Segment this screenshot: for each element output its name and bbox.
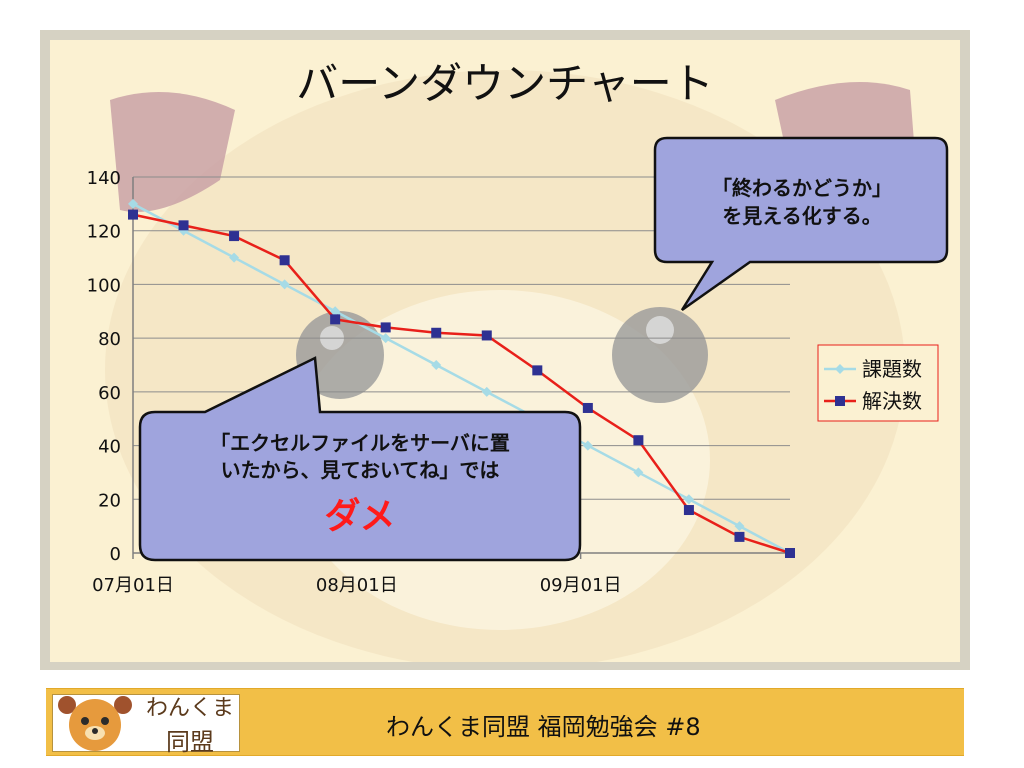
bear-left-ear (110, 92, 235, 212)
data-point-kadaisu (380, 333, 391, 344)
chart-legend (817, 344, 939, 422)
data-point-kaiketsusu (582, 402, 593, 413)
data-point-kaiketsusu (330, 314, 341, 325)
y-tick-label: 40 (98, 437, 121, 458)
data-point-kadaisu (229, 252, 240, 263)
callout-bottom-line-2: いたから、見ておいてね」では (221, 458, 500, 482)
callout-top-line-1: 「終わるかどうか」 (712, 176, 892, 200)
data-point-kaiketsusu (734, 531, 745, 542)
callout-top-bubble (653, 136, 949, 312)
x-tick-label: 08月01日 (316, 575, 398, 596)
data-point-kadaisu (582, 440, 593, 451)
data-point-kadaisu (431, 360, 442, 370)
slide-background: バーンダウンチャート 0 20 40 60 80 100 120 140 07月01日 08月01… (50, 40, 960, 662)
data-point-kaiketsusu (532, 365, 543, 376)
data-point-kaiketsusu (178, 220, 189, 231)
data-point-kaiketsusu (128, 209, 138, 220)
callout-bottom-line-1: 「エクセルファイルをサーバに置 (210, 431, 510, 455)
data-point-kaiketsusu (683, 505, 694, 516)
y-tick-label: 60 (98, 383, 121, 404)
data-point-kaiketsusu (380, 322, 391, 333)
y-tick-label: 80 (98, 329, 121, 350)
series-line-kadaisu (132, 202, 791, 555)
y-tick-label: 0 (110, 544, 121, 565)
logo-text-bottom: 同盟 (166, 728, 214, 756)
x-tick-label: 07月01日 (92, 575, 174, 596)
data-point-kaiketsusu (229, 231, 240, 242)
legend-marker-kadaisu (835, 364, 845, 374)
y-tick-label: 20 (98, 490, 121, 511)
data-point-kaiketsusu (431, 327, 442, 338)
data-point-kadaisu (481, 386, 492, 397)
data-point-kaiketsusu (279, 255, 290, 266)
series-line-kaiketsusu (132, 213, 791, 555)
footer-bar: わんくま 同盟 わんくま同盟 福岡勉強会 #8 (46, 688, 964, 756)
y-tick-label: 100 (87, 275, 121, 296)
footer-title: わんくま同盟 福岡勉強会 #8 (386, 713, 701, 741)
legend-label-kaiketsusu: 解決数 (862, 389, 922, 413)
data-point-kaiketsusu (633, 435, 644, 446)
callout-bottom-emphasis: ダメ (325, 496, 396, 537)
legend-label-kadaisu: 課題数 (862, 357, 922, 381)
logo-text-top: わんくま (145, 696, 234, 721)
data-point-kadaisu (633, 467, 644, 478)
data-point-kadaisu (279, 279, 290, 290)
callout-bottom: 「エクセルファイルをサーバに置 いたから、見ておいてね」では ダメ (138, 356, 582, 562)
slide-frame: バーンダウンチャート 0 20 40 60 80 100 120 140 07月01日 08月01… (40, 30, 970, 670)
callout-top: 「終わるかどうか」 を見える化する。 (653, 136, 949, 312)
wankuma-logo: わんくま 同盟 (52, 694, 240, 756)
data-point-kadaisu (683, 494, 694, 505)
burndown-chart: 0 20 40 60 80 100 120 140 07月01日 08月01日 09月01日 課題数解… (87, 168, 939, 596)
callout-bottom-bubble (138, 356, 582, 562)
callout-top-line-2: を見える化する。 (722, 204, 881, 228)
slide-title: バーンダウンチャート (296, 59, 713, 108)
y-tick-label: 140 (87, 168, 121, 189)
y-tick-label: 120 (87, 222, 121, 243)
data-point-kadaisu (734, 521, 745, 532)
bear-logo-icon (58, 696, 132, 751)
slide-canvas: バーンダウンチャート 0 20 40 60 80 100 120 140 07月01日 08月01… (87, 59, 949, 662)
legend-marker-kaiketsusu (835, 396, 845, 406)
bear-right-eye (612, 307, 708, 403)
x-tick-label: 09月01日 (540, 575, 622, 596)
data-point-kadaisu (128, 198, 138, 209)
data-point-kaiketsusu (785, 548, 795, 558)
data-point-kadaisu (330, 306, 341, 317)
data-point-kaiketsusu (481, 330, 492, 341)
